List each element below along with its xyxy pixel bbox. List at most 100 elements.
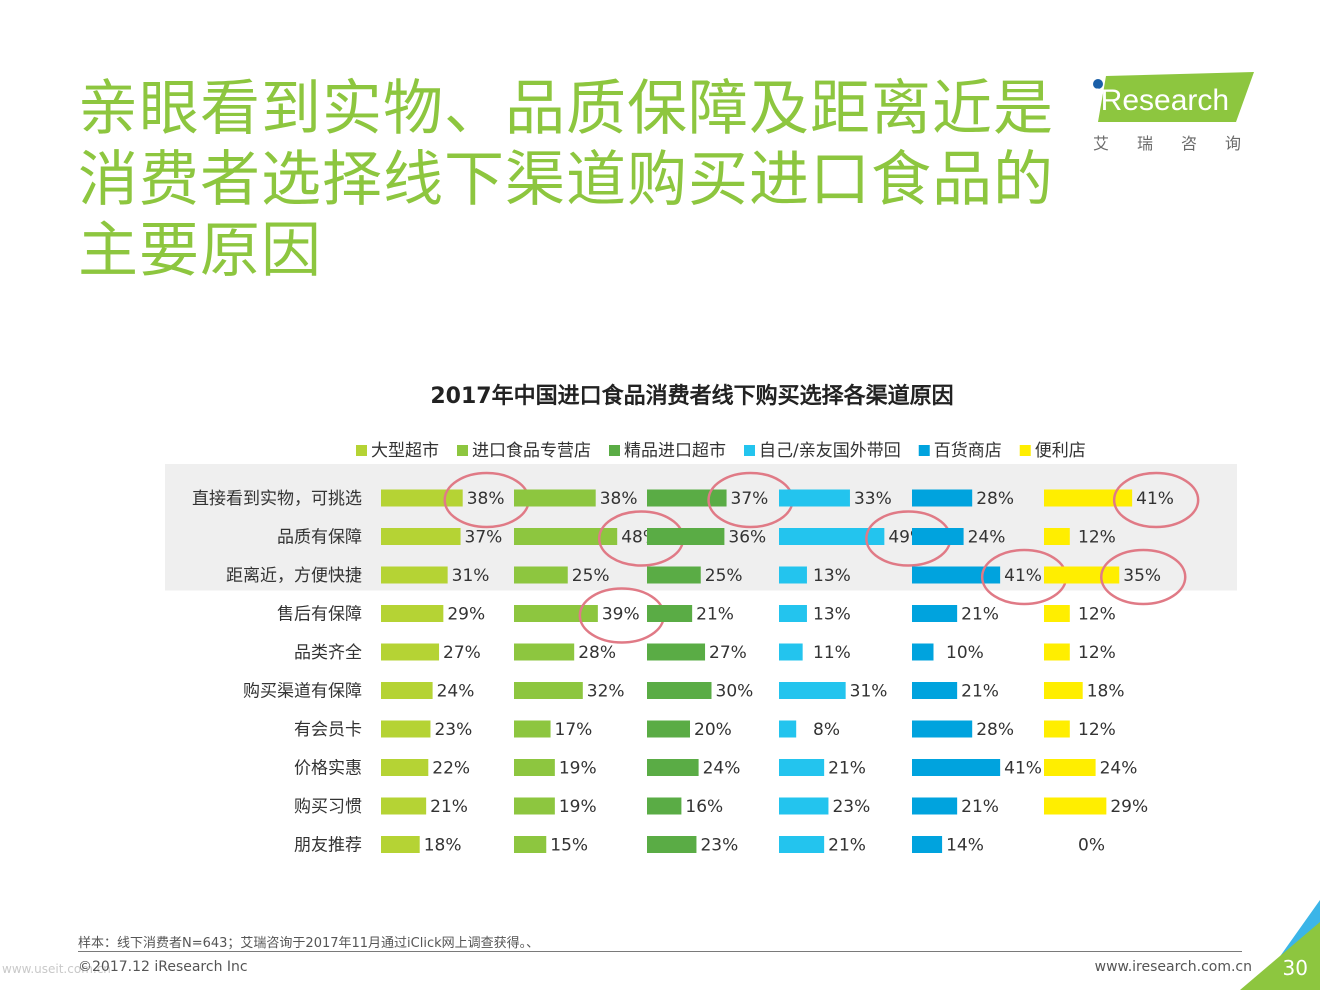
bar-s1-r9 bbox=[381, 797, 427, 815]
value-label-s6-r6: 18% bbox=[1087, 682, 1125, 702]
category-label-7: 有会员卡 bbox=[294, 720, 362, 740]
watermark: www.useit.com.cn bbox=[2, 962, 111, 976]
value-label-s2-r10: 15% bbox=[550, 836, 588, 856]
bar-s4-r8 bbox=[779, 759, 825, 776]
bar-s4-r10 bbox=[779, 836, 825, 853]
bar-s6-r3 bbox=[1044, 566, 1120, 584]
footnote: 样本：线下消费者N=643；艾瑞咨询于2017年11月通过iClick网上调查获… bbox=[78, 936, 540, 951]
bar-s1-r1 bbox=[381, 489, 463, 507]
bar-s2-r3 bbox=[514, 566, 568, 584]
bar-s6-r1 bbox=[1044, 489, 1133, 507]
bar-s1-r5 bbox=[381, 643, 440, 661]
value-label-s5-r3: 41% bbox=[1004, 566, 1042, 586]
value-label-s3-r6: 30% bbox=[716, 682, 754, 702]
bar-s2-r10 bbox=[514, 836, 547, 853]
bar-s2-r2 bbox=[514, 528, 618, 545]
bar-s3-r10 bbox=[647, 836, 697, 853]
category-label-4: 售后有保障 bbox=[277, 605, 362, 625]
value-label-s6-r1: 41% bbox=[1136, 489, 1174, 509]
logo-i: i bbox=[1094, 84, 1101, 117]
bar-s5-r9 bbox=[912, 797, 958, 815]
value-label-s2-r7: 17% bbox=[555, 720, 593, 740]
value-label-s3-r4: 21% bbox=[696, 605, 734, 625]
value-label-s2-r6: 32% bbox=[587, 682, 625, 702]
category-label-8: 价格实惠 bbox=[294, 759, 362, 779]
value-label-s3-r9: 16% bbox=[685, 797, 723, 817]
bar-s6-r9 bbox=[1044, 797, 1107, 815]
bar-s5-r3 bbox=[912, 566, 1001, 584]
value-label-s4-r7: 8% bbox=[813, 720, 840, 740]
bar-s4-r1 bbox=[779, 489, 850, 507]
value-label-s2-r8: 19% bbox=[559, 759, 597, 779]
bar-s5-r4 bbox=[912, 605, 958, 622]
legend-label-2: 进口食品专营店 bbox=[472, 441, 591, 461]
value-label-s4-r8: 21% bbox=[828, 759, 866, 779]
bar-s1-r2 bbox=[381, 528, 461, 545]
copyright: ©2017.12 iResearch Inc bbox=[78, 959, 248, 975]
value-label-s1-r7: 23% bbox=[434, 720, 472, 740]
value-label-s4-r5: 11% bbox=[813, 643, 851, 663]
value-label-s1-r3: 31% bbox=[452, 566, 490, 586]
bar-s1-r4 bbox=[381, 605, 444, 622]
category-label-2: 品质有保障 bbox=[277, 528, 362, 548]
value-label-s3-r1: 37% bbox=[731, 489, 769, 509]
bar-s6-r5 bbox=[1044, 643, 1070, 661]
bar-s4-r4 bbox=[779, 605, 807, 622]
bar-chart: 大型超市 进口食品专营店 精品进口超市 自己/亲友国外带回 百货商店 便利店直接看到实物，… bbox=[165, 441, 1237, 856]
legend-swatch-3 bbox=[609, 445, 620, 456]
category-label-1: 直接看到实物，可挑选 bbox=[192, 489, 362, 509]
bar-s1-r10 bbox=[381, 836, 420, 853]
bar-s5-r1 bbox=[912, 489, 973, 507]
legend-swatch-6 bbox=[1019, 445, 1031, 456]
legend-label-6: 便利店 bbox=[1035, 441, 1086, 461]
value-label-s5-r10: 14% bbox=[946, 836, 984, 856]
legend-swatch-4 bbox=[744, 445, 755, 456]
bar-s6-r6 bbox=[1044, 682, 1083, 699]
bar-s2-r9 bbox=[514, 797, 555, 815]
value-label-s5-r6: 21% bbox=[961, 682, 999, 702]
bar-s6-r4 bbox=[1044, 605, 1070, 622]
bar-s3-r7 bbox=[647, 720, 690, 738]
bar-s2-r8 bbox=[514, 759, 555, 776]
value-label-s4-r1: 33% bbox=[854, 489, 892, 509]
website-link[interactable]: www.iresearch.com.cn bbox=[1094, 959, 1252, 975]
bar-s6-r2 bbox=[1044, 528, 1070, 545]
bar-s5-r6 bbox=[912, 682, 958, 699]
bar-s3-r6 bbox=[647, 682, 712, 699]
page-number: 30 bbox=[1282, 956, 1308, 980]
value-label-s6-r10: 0% bbox=[1078, 836, 1105, 856]
bar-s4-r6 bbox=[779, 682, 846, 699]
value-label-s3-r3: 25% bbox=[705, 566, 743, 586]
bar-s3-r1 bbox=[647, 489, 727, 507]
value-label-s2-r4: 39% bbox=[602, 605, 640, 625]
bar-s2-r7 bbox=[514, 720, 551, 738]
value-label-s6-r5: 12% bbox=[1078, 643, 1116, 663]
legend-label-5: 百货商店 bbox=[934, 441, 1002, 461]
value-label-s3-r2: 36% bbox=[728, 528, 766, 548]
bar-s3-r5 bbox=[647, 643, 706, 661]
bar-s3-r2 bbox=[647, 528, 725, 545]
value-label-s4-r9: 23% bbox=[832, 797, 870, 817]
bar-s5-r10 bbox=[912, 836, 943, 853]
value-label-s2-r1: 38% bbox=[600, 489, 638, 509]
bar-s4-r5 bbox=[779, 643, 803, 661]
value-label-s1-r5: 27% bbox=[443, 643, 481, 663]
value-label-s6-r8: 24% bbox=[1100, 759, 1138, 779]
value-label-s1-r1: 38% bbox=[467, 489, 505, 509]
value-label-s5-r7: 28% bbox=[976, 720, 1014, 740]
bar-s5-r2 bbox=[912, 528, 964, 545]
value-label-s1-r2: 37% bbox=[465, 528, 503, 548]
value-label-s4-r4: 13% bbox=[813, 605, 851, 625]
bar-s5-r7 bbox=[912, 720, 973, 738]
bar-s2-r4 bbox=[514, 605, 598, 622]
bar-s2-r6 bbox=[514, 682, 583, 699]
logo-subtitle: 艾瑞咨询 bbox=[1093, 134, 1270, 153]
bar-s4-r3 bbox=[779, 566, 807, 584]
value-label-s4-r10: 21% bbox=[828, 836, 866, 856]
bar-s5-r8 bbox=[912, 759, 1001, 776]
bar-s1-r8 bbox=[381, 759, 429, 776]
value-label-s1-r8: 22% bbox=[432, 759, 470, 779]
bar-s3-r3 bbox=[647, 566, 701, 584]
legend-label-4: 自己/亲友国外带回 bbox=[759, 441, 901, 461]
logo-dot-icon bbox=[1093, 79, 1103, 89]
